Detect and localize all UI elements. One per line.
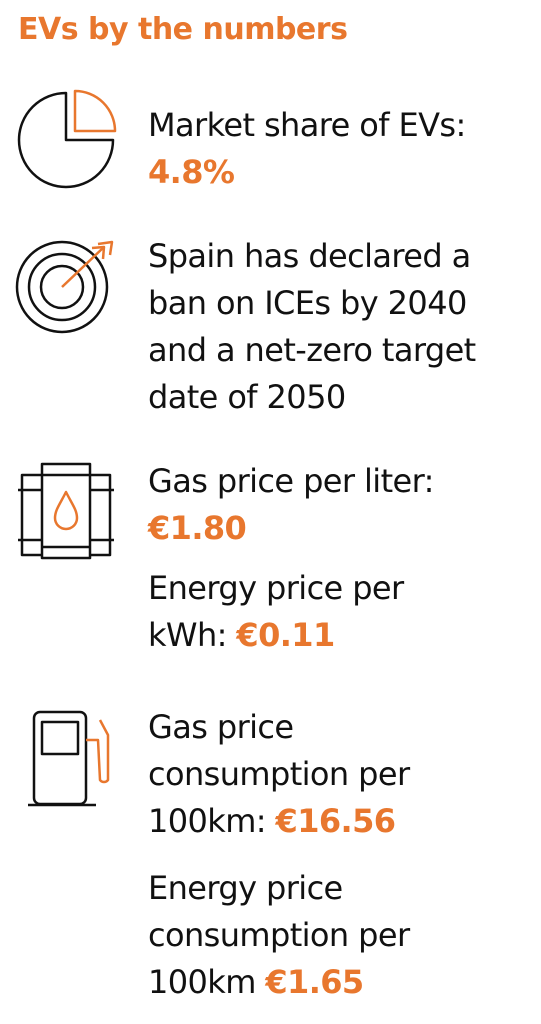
item: Gas price per liter: €1.80	[148, 458, 434, 552]
line: 100km:	[148, 802, 267, 840]
line: Spain has declared a	[148, 237, 471, 275]
value: €1.65	[265, 963, 364, 1001]
pie-icon	[17, 89, 117, 189]
pump-icon	[28, 710, 110, 807]
line: Gas price	[148, 708, 294, 746]
line: 100km	[148, 963, 256, 1001]
value: €1.80	[148, 509, 247, 547]
line: Gas price per liter:	[148, 462, 434, 500]
barrels-icon	[18, 462, 114, 560]
item: Energy price consumption per 100km €1.65	[148, 865, 410, 1006]
line: consumption per	[148, 916, 410, 954]
item: Energy price per kWh: €0.11	[148, 565, 404, 659]
value: 4.8%	[148, 153, 235, 191]
line: date of 2050	[148, 378, 346, 416]
value: €16.56	[275, 802, 396, 840]
line: Market share of EVs:	[148, 106, 466, 144]
title: EVs by the numbers	[18, 12, 348, 47]
line: Energy price	[148, 869, 343, 907]
item: Spain has declared a ban on ICEs by 2040…	[148, 233, 476, 421]
item: Market share of EVs: 4.8%	[148, 102, 466, 196]
line: consumption per	[148, 755, 410, 793]
line: kWh:	[148, 616, 227, 654]
line: and a net-zero target	[148, 331, 476, 369]
line: Energy price per	[148, 569, 404, 607]
target-icon	[15, 240, 114, 334]
line: ban on ICEs by 2040	[148, 284, 467, 322]
value: €0.11	[236, 616, 335, 654]
item: Gas price consumption per 100km: €16.56	[148, 704, 410, 845]
